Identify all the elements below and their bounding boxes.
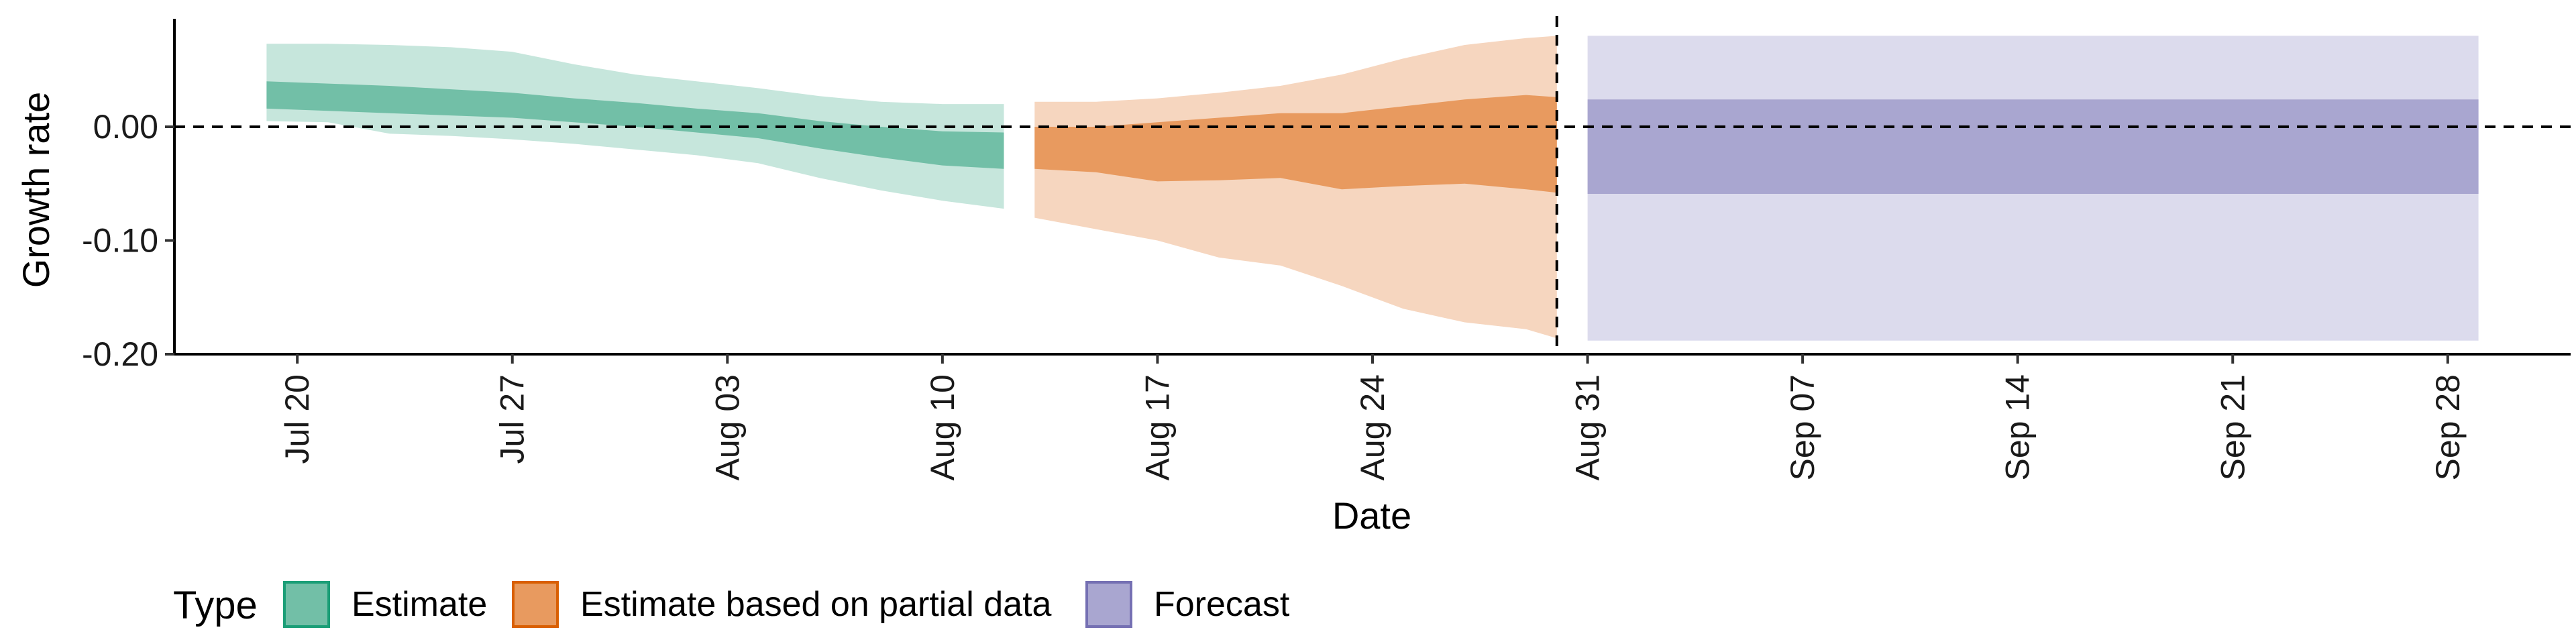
y-tick-label: -0.20 — [82, 335, 158, 373]
legend: Type Estimate Estimate based on partial d… — [173, 581, 1290, 628]
x-axis-title: Date — [1332, 494, 1411, 537]
x-tick-label: Aug 31 — [1569, 374, 1607, 480]
legend-key-1 — [512, 581, 559, 628]
legend-label-1: Estimate based on partial data — [580, 585, 1052, 624]
x-tick-label: Sep 28 — [2429, 374, 2467, 480]
x-tick-label: Aug 03 — [708, 374, 746, 480]
x-tick-label: Aug 24 — [1354, 374, 1391, 480]
x-tick-label: Sep 14 — [1999, 374, 2037, 480]
series-0-inner-band — [266, 81, 1004, 169]
legend-title: Type — [173, 584, 258, 627]
tick-labels: 0.00 -0.10 -0.20 Jul 20 Jul 27 Aug 03 Aug 10 Au… — [82, 108, 2467, 480]
x-tick-label: Sep 21 — [2214, 374, 2251, 480]
series-1-inner-band — [1034, 95, 1557, 193]
series-1-outer-band — [1034, 36, 1557, 339]
series-2-inner-band — [1587, 99, 2479, 194]
y-tick-label: -0.10 — [82, 222, 158, 260]
y-tick-label: 0.00 — [93, 108, 158, 146]
x-tick-label: Jul 20 — [278, 374, 316, 464]
bands-layer — [266, 36, 2479, 341]
x-tick-label: Sep 07 — [1784, 374, 1821, 480]
legend-key-0 — [283, 581, 330, 628]
reference-lines — [174, 16, 2571, 354]
axes — [165, 19, 2571, 364]
legend-label-0: Estimate — [352, 585, 487, 624]
x-tick-label: Aug 10 — [924, 374, 961, 480]
y-axis-title: Growth rate — [15, 92, 57, 288]
legend-key-2 — [1085, 581, 1132, 628]
x-tick-label: Aug 17 — [1138, 374, 1176, 480]
legend-label-2: Forecast — [1154, 585, 1290, 624]
x-tick-label: Jul 27 — [494, 374, 531, 464]
